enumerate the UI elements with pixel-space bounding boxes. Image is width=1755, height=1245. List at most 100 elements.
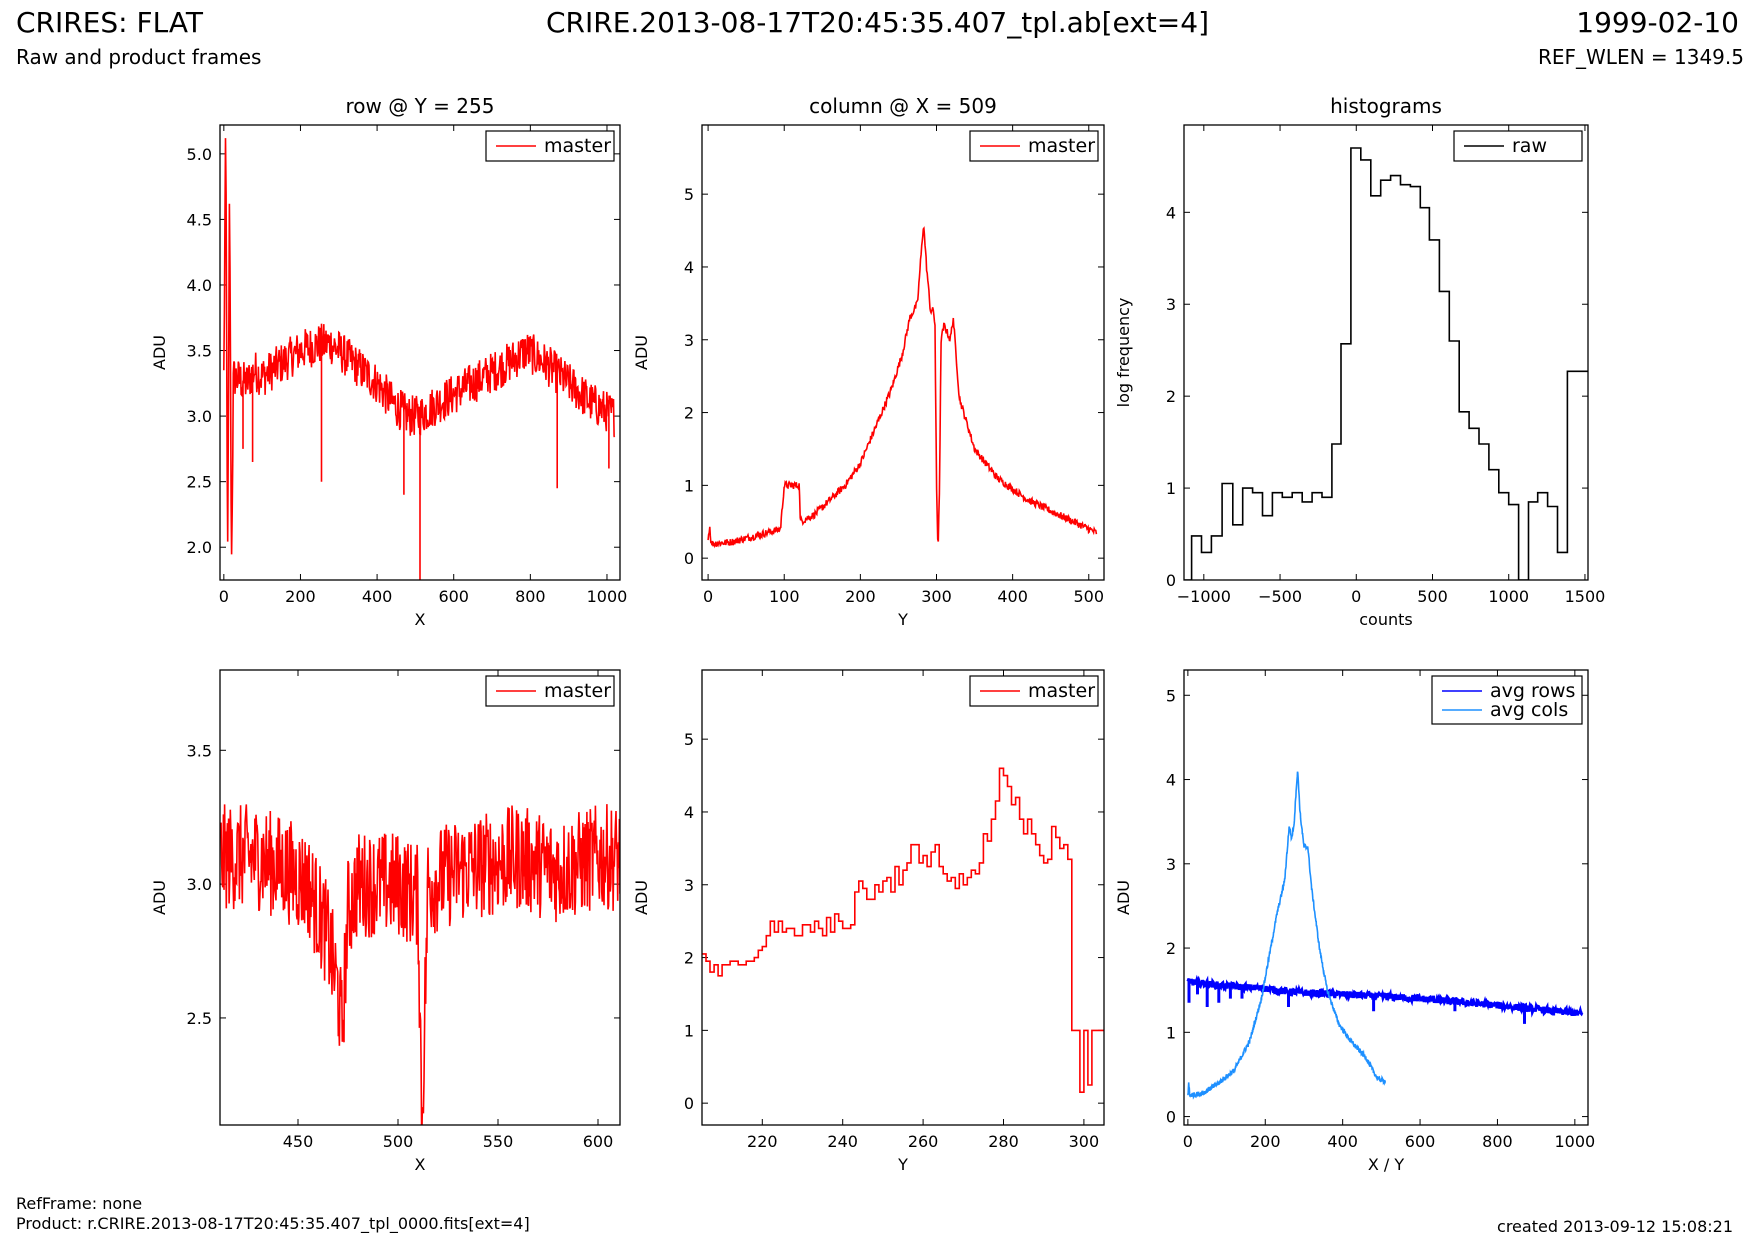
plot-area [1184, 147, 1588, 580]
y-tick-label: 3 [684, 331, 694, 350]
plot-area [220, 804, 620, 1125]
y-tick-label: 0 [684, 549, 694, 568]
plot-frame [701, 124, 1105, 581]
y-tick-label: 4.0 [187, 276, 212, 295]
x-tick-label: 0 [1351, 587, 1361, 606]
series-line-master [223, 138, 616, 580]
created-label: created 2013-09-12 15:08:21 [1497, 1217, 1733, 1236]
x-tick-label: 500 [1417, 587, 1448, 606]
panel-averages: 0 200 400 600 800 1000 0 1 2 3 4 5 X / Y ADU avg rowsa… [1114, 669, 1595, 1174]
legend: master [485, 130, 615, 162]
series-line-avg-rows [1186, 974, 1584, 1024]
x-tick-label: 300 [921, 587, 952, 606]
x-tick-label: 1000 [1488, 587, 1529, 606]
x-tick-label: −1000 [1177, 587, 1231, 606]
y-axis-label: log frequency [1114, 298, 1133, 408]
y-axis-label: ADU [632, 880, 651, 915]
y-tick-label: 2.0 [187, 538, 212, 557]
panel-column-full: column @ X = 509 0 100 200 300 400 500 0 1 2 3 4 5 Y A… [632, 94, 1105, 629]
y-tick-label: 0 [1166, 1108, 1176, 1127]
y-tick-label: 3 [1166, 295, 1176, 314]
page-title: CRIRES: FLAT [16, 6, 203, 39]
legend: master [485, 675, 615, 707]
y-axis-label: ADU [150, 880, 169, 915]
y-tick-label: 4.5 [187, 210, 212, 229]
y-tick-label: 1 [1166, 479, 1176, 498]
y-tick-label: 2 [684, 949, 694, 968]
x-tick-label: 1000 [1554, 1132, 1595, 1151]
legend-label: raw [1512, 135, 1547, 157]
x-tick-label: 240 [827, 1132, 858, 1151]
x-tick-label: 550 [483, 1132, 514, 1151]
x-tick-label: 800 [1482, 1132, 1513, 1151]
y-tick-label: 1 [684, 476, 694, 495]
panel-title: histograms [1330, 94, 1442, 118]
product-label: Product: r.CRIRE.2013-08-17T20:45:35.407… [16, 1214, 530, 1233]
x-tick-label: 500 [1073, 587, 1104, 606]
plot-area [1186, 771, 1584, 1100]
plot-frame [1183, 669, 1589, 1126]
x-axis-label: Y [897, 610, 908, 629]
observation-date: 1999-02-10 [1576, 6, 1739, 39]
plot-frame [1183, 124, 1589, 581]
x-tick-label: 260 [908, 1132, 939, 1151]
y-tick-label: 2.5 [187, 473, 212, 492]
y-tick-label: 3.5 [187, 342, 212, 361]
x-axis-label: Y [897, 1155, 908, 1174]
plot-area [702, 767, 1104, 1093]
x-tick-label: 600 [438, 587, 469, 606]
x-tick-label: −500 [1258, 587, 1302, 606]
x-tick-label: 200 [1250, 1132, 1281, 1151]
y-tick-label: 3 [684, 876, 694, 895]
x-tick-label: 1000 [587, 587, 628, 606]
y-tick-label: 1 [1166, 1023, 1176, 1042]
x-tick-label: 0 [219, 587, 229, 606]
y-tick-label: 2 [684, 404, 694, 423]
panel-title: row @ Y = 255 [346, 94, 495, 118]
x-tick-label: 400 [1327, 1132, 1358, 1151]
legend-label: master [544, 135, 611, 157]
y-tick-label: 5.0 [187, 145, 212, 164]
x-tick-label: 100 [769, 587, 800, 606]
series-line-master [707, 226, 1098, 549]
y-tick-label: 0 [1166, 571, 1176, 590]
plot-frame [219, 124, 621, 581]
x-tick-label: 200 [845, 587, 876, 606]
ref-wavelength: REF_WLEN = 1349.5 [1537, 45, 1744, 69]
refframe-label: RefFrame: none [16, 1194, 143, 1213]
y-tick-label: 5 [1166, 686, 1176, 705]
legend: master [969, 130, 1099, 162]
legend-label: master [1028, 680, 1095, 702]
y-tick-label: 2 [1166, 939, 1176, 958]
series-line-raw [1184, 147, 1588, 580]
x-tick-label: 300 [1069, 1132, 1100, 1151]
plot-area [223, 138, 616, 580]
y-axis-label: ADU [1114, 880, 1133, 915]
y-tick-label: 4 [684, 258, 694, 277]
x-tick-label: 400 [997, 587, 1028, 606]
x-tick-label: 600 [583, 1132, 614, 1151]
x-tick-label: 800 [515, 587, 546, 606]
x-axis-label: X [415, 610, 426, 629]
y-tick-label: 0 [684, 1094, 694, 1113]
plot-frame [219, 669, 621, 1126]
y-tick-label: 5 [684, 185, 694, 204]
y-tick-label: 3 [1166, 855, 1176, 874]
y-tick-label: 2.5 [187, 1009, 212, 1028]
legend-label: avg rows [1490, 680, 1575, 702]
x-tick-label: 1500 [1565, 587, 1606, 606]
y-tick-label: 1 [684, 1021, 694, 1040]
x-tick-label: 400 [362, 587, 393, 606]
panel-row-full: row @ Y = 255 0 200 400 600 800 1000 2.0 2.5 3.0 3… [150, 94, 627, 629]
y-tick-label: 4 [1166, 203, 1176, 222]
y-axis-label: ADU [632, 335, 651, 370]
legend-label: avg cols [1490, 699, 1568, 721]
x-tick-label: 0 [1183, 1132, 1193, 1151]
file-name: CRIRE.2013-08-17T20:45:35.407_tpl.ab[ext… [545, 6, 1209, 39]
y-axis-label: ADU [150, 335, 169, 370]
y-tick-label: 2 [1166, 387, 1176, 406]
series-line-avg-cols [1187, 771, 1386, 1100]
x-tick-label: 600 [1405, 1132, 1436, 1151]
